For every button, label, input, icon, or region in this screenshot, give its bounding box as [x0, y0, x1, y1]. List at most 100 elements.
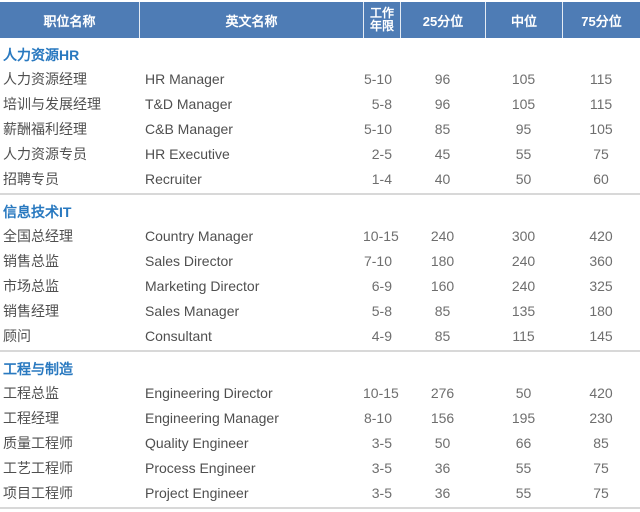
p75-cell: 180: [589, 303, 613, 319]
p25-cell: 85: [434, 303, 451, 319]
section-hr: 人力资源HR 人力资源经理 HR Manager 5-10 96 105 115…: [0, 38, 640, 195]
p75-cell: 360: [589, 253, 613, 269]
section-title-engineering: 工程与制造: [3, 361, 73, 377]
position-name-cell: 市场总监: [3, 278, 59, 294]
position-name-cell: 人力资源经理: [3, 71, 87, 87]
table-row: 质量工程师 Quality Engineer 3-5 50 66 85: [0, 431, 640, 456]
work-years-cell: 6-9: [371, 278, 392, 294]
english-name-cell: Sales Director: [145, 253, 233, 269]
header-work-years: 工作 年限: [363, 2, 400, 38]
p25-cell: 160: [430, 278, 455, 294]
english-name-cell: Marketing Director: [145, 278, 260, 294]
position-name-cell: 工艺工程师: [3, 460, 73, 476]
p25-cell: 36: [434, 460, 451, 476]
header-work-years-line2: 年限: [369, 19, 394, 33]
p25-cell: 240: [430, 228, 455, 244]
table-row: 销售总监 Sales Director 7-10 180 240 360: [0, 249, 640, 274]
median-cell: 50: [515, 385, 532, 401]
p75-cell: 420: [589, 228, 613, 244]
english-name-cell: Engineering Manager: [145, 410, 279, 426]
english-name-cell: Sales Manager: [145, 303, 240, 319]
english-name-cell: C&B Manager: [145, 121, 233, 137]
median-cell: 66: [515, 435, 532, 451]
header-position-name: 职位名称: [43, 13, 96, 29]
header-median: 中位: [485, 2, 562, 38]
work-years-cell: 5-8: [371, 303, 392, 319]
p75-cell: 75: [593, 485, 609, 501]
p75-cell: 145: [589, 328, 613, 344]
median-cell: 55: [515, 460, 532, 476]
work-years-cell: 4-9: [371, 328, 392, 344]
table-row: 培训与发展经理 T&D Manager 5-8 96 105 115: [0, 92, 640, 117]
table-row: 人力资源经理 HR Manager 5-10 96 105 115: [0, 67, 640, 92]
english-name-cell: Consultant: [145, 328, 212, 344]
work-years-cell: 3-5: [371, 485, 392, 501]
p25-cell: 36: [434, 485, 451, 501]
english-name-cell: T&D Manager: [145, 96, 233, 112]
position-name-cell: 培训与发展经理: [3, 96, 101, 112]
english-name-cell: HR Manager: [145, 71, 225, 87]
position-name-cell: 质量工程师: [3, 435, 73, 451]
table-row: 招聘专员 Recruiter 1-4 40 50 60: [0, 167, 640, 192]
table-row: 销售经理 Sales Manager 5-8 85 135 180: [0, 299, 640, 324]
work-years-cell: 5-10: [363, 71, 392, 87]
p75-cell: 115: [589, 96, 613, 112]
english-name-cell: Country Manager: [145, 228, 254, 244]
median-cell: 240: [511, 253, 536, 269]
position-name-cell: 人力资源专员: [3, 146, 87, 162]
header-25th-percentile: 25分位: [400, 2, 485, 38]
median-cell: 55: [515, 146, 532, 162]
p25-cell: 40: [434, 171, 451, 187]
section-title-it: 信息技术IT: [3, 204, 72, 220]
position-name-cell: 薪酬福利经理: [3, 121, 87, 137]
median-cell: 105: [511, 96, 536, 112]
table-header-row: 职位名称 英文名称 工作 年限 25分位 中位 75分位: [0, 2, 640, 38]
position-name-cell: 顾问: [3, 328, 31, 344]
section-engineering: 工程与制造 工程总监 Engineering Director 10-15 27…: [0, 352, 640, 509]
table-row: 工程经理 Engineering Manager 8-10 156 195 23…: [0, 406, 640, 431]
work-years-cell: 7-10: [363, 253, 392, 269]
p25-cell: 96: [434, 71, 451, 87]
english-name-cell: Quality Engineer: [145, 435, 249, 451]
p25-cell: 96: [434, 96, 451, 112]
p75-cell: 115: [589, 71, 613, 87]
median-cell: 195: [511, 410, 536, 426]
table-row: 工程总监 Engineering Director 10-15 276 50 4…: [0, 381, 640, 406]
work-years-cell: 8-10: [363, 410, 392, 426]
median-cell: 95: [515, 121, 532, 137]
p75-cell: 420: [589, 385, 613, 401]
p75-cell: 60: [593, 171, 609, 187]
median-cell: 135: [511, 303, 536, 319]
header-english-name: 英文名称: [139, 2, 363, 38]
p25-cell: 85: [434, 328, 451, 344]
work-years-cell: 5-8: [371, 96, 392, 112]
table-row: 人力资源专员 HR Executive 2-5 45 55 75: [0, 142, 640, 167]
english-name-cell: Project Engineer: [145, 485, 249, 501]
section-title-hr: 人力资源HR: [3, 47, 80, 63]
english-name-cell: Engineering Director: [145, 385, 273, 401]
work-years-cell: 2-5: [371, 146, 392, 162]
p75-cell: 75: [593, 146, 609, 162]
p25-cell: 50: [434, 435, 451, 451]
median-cell: 50: [515, 171, 532, 187]
p25-cell: 45: [434, 146, 451, 162]
table-row: 项目工程师 Project Engineer 3-5 36 55 75: [0, 481, 640, 506]
position-name-cell: 销售经理: [3, 303, 59, 319]
p25-cell: 180: [430, 253, 455, 269]
median-cell: 55: [515, 485, 532, 501]
work-years-cell: 1-4: [371, 171, 392, 187]
p75-cell: 105: [589, 121, 613, 137]
position-name-cell: 销售总监: [3, 253, 59, 269]
median-cell: 300: [511, 228, 536, 244]
position-name-cell: 工程经理: [3, 410, 59, 426]
table-row: 顾问 Consultant 4-9 85 115 145: [0, 324, 640, 349]
work-years-cell: 5-10: [363, 121, 392, 137]
p75-cell: 325: [589, 278, 613, 294]
p25-cell: 156: [430, 410, 455, 426]
p75-cell: 85: [593, 435, 609, 451]
position-name-cell: 全国总经理: [3, 228, 73, 244]
p75-cell: 230: [589, 410, 613, 426]
english-name-cell: Recruiter: [145, 171, 202, 187]
header-75th-percentile: 75分位: [562, 2, 640, 38]
